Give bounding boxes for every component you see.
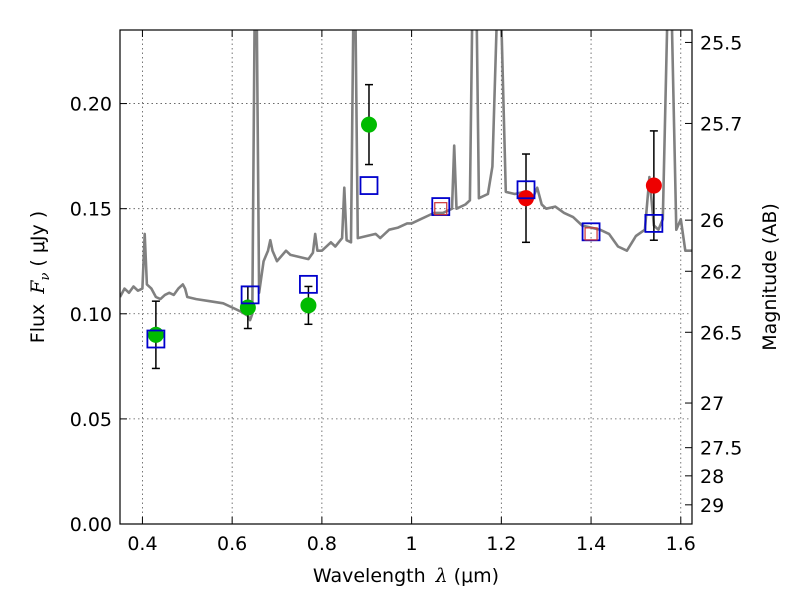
model-photometry-box: [146, 329, 166, 349]
green-data-point: [300, 297, 317, 314]
plot-area: [120, 30, 692, 370]
x-tick-label: 1.6: [666, 533, 696, 555]
mag-tick-label: 25.5: [700, 32, 742, 54]
green-data-point: [147, 326, 164, 343]
inner-model-box: [434, 202, 448, 216]
axis-ticks: 0.4 0.6 0.8 1 1.2 1.4 1.6 0.00 0.05 0.10 0.15 0.20 2…: [70, 30, 742, 555]
grid-lines: [120, 30, 692, 525]
red-data-point: [645, 177, 662, 194]
x-tick-label: 0.6: [217, 533, 247, 555]
x-tick-label: 0.4: [127, 533, 157, 555]
y-axis-label: FluxFν( μJy ): [27, 211, 53, 343]
mag-tick-label: 26: [700, 210, 724, 232]
x-tick-label: 1: [406, 533, 418, 555]
model-photometry-box: [359, 176, 379, 195]
y-tick-label: 0.00: [70, 514, 112, 536]
model-spectrum-line: [120, 30, 692, 322]
plot-frame: [119, 29, 693, 525]
x-tick-label: 0.8: [307, 533, 337, 555]
model-photometry-box: [516, 180, 536, 200]
mag-tick-label: 26.5: [700, 322, 742, 344]
x-tick-label: 1.4: [576, 533, 606, 555]
model-photometry-box: [240, 285, 260, 305]
right-axis-label: Magnitude (AB): [759, 203, 781, 351]
green-data-point: [360, 116, 377, 133]
model-photometry-box: [299, 274, 318, 294]
mag-tick-label: 25.7: [700, 113, 742, 135]
y-tick-label: 0.10: [70, 304, 112, 326]
y-tick-label: 0.05: [70, 409, 112, 431]
mag-tick-label: 27.5: [700, 438, 742, 460]
x-tick-label: 1.2: [486, 533, 516, 555]
inner-model-box: [584, 227, 598, 241]
mag-tick-label: 27: [700, 393, 724, 415]
mag-tick-label: 29: [700, 495, 724, 517]
x-axis-label: Wavelength λ (μm): [313, 565, 499, 587]
mag-tick-label: 28: [700, 466, 724, 488]
y-tick-label: 0.15: [70, 199, 112, 221]
y-tick-label: 0.20: [70, 94, 112, 116]
mag-tick-label: 26.2: [700, 261, 742, 283]
model-photometry-box: [644, 213, 664, 233]
